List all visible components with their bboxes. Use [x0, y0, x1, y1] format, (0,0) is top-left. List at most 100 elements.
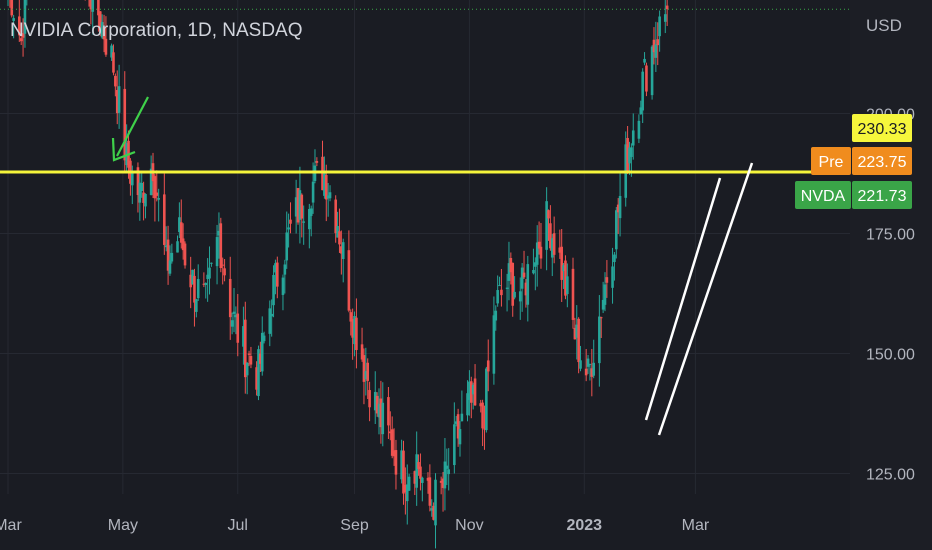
candle-body[interactable] [390, 429, 394, 456]
candle-body[interactable] [362, 355, 366, 382]
candle-body[interactable] [375, 395, 379, 414]
candle-body[interactable] [522, 272, 526, 278]
candle-body[interactable] [123, 88, 127, 161]
candle-body[interactable] [196, 278, 200, 299]
candle-body[interactable] [571, 268, 575, 320]
candle-body[interactable] [243, 319, 247, 378]
candle-body[interactable] [534, 262, 537, 267]
candle-body[interactable] [526, 264, 530, 305]
candle-body[interactable] [102, 26, 106, 40]
candle-body[interactable] [236, 313, 240, 343]
candle-body[interactable] [302, 221, 305, 223]
candle-body[interactable] [323, 171, 326, 196]
candle-body[interactable] [599, 317, 603, 319]
candle-body[interactable] [230, 320, 234, 327]
candle-body[interactable] [155, 192, 159, 196]
last-symbol-tag[interactable] [795, 181, 851, 209]
candle-body[interactable] [413, 471, 417, 484]
candle-body[interactable] [144, 193, 147, 207]
candle-body[interactable] [434, 479, 437, 526]
last-price-tag[interactable] [852, 181, 912, 209]
channel-lower-line[interactable] [657, 162, 754, 436]
candle-body[interactable] [234, 314, 238, 318]
candle-body[interactable] [513, 291, 516, 298]
candle-body[interactable] [566, 276, 569, 295]
candle-body[interactable] [443, 461, 447, 489]
candle-body[interactable] [524, 282, 528, 296]
candle-body[interactable] [166, 239, 170, 271]
candle-body[interactable] [511, 262, 515, 306]
candle-body[interactable] [486, 360, 490, 372]
candle-body[interactable] [373, 391, 377, 411]
candle-body[interactable] [615, 210, 618, 250]
candle-body[interactable] [454, 421, 458, 424]
candle-body[interactable] [287, 227, 290, 230]
candle-body[interactable] [100, 22, 104, 38]
candle-body[interactable] [262, 335, 266, 342]
candle-body[interactable] [138, 182, 142, 203]
candle-body[interactable] [650, 46, 654, 96]
candle-body[interactable] [639, 107, 643, 115]
candle-body[interactable] [308, 209, 311, 230]
candle-body[interactable] [498, 285, 501, 287]
pre-market-price-tag[interactable] [852, 147, 912, 175]
candle-body[interactable] [221, 264, 224, 266]
candle-body[interactable] [91, 0, 95, 12]
candle-body[interactable] [210, 262, 213, 264]
candle-body[interactable] [405, 484, 409, 502]
candle-body[interactable] [115, 90, 119, 114]
candle-body[interactable] [149, 168, 153, 196]
candle-body[interactable] [417, 462, 420, 469]
candle-body[interactable] [259, 353, 262, 364]
candle-body[interactable] [601, 299, 605, 310]
candle-body[interactable] [21, 33, 25, 38]
candle-body[interactable] [496, 290, 499, 304]
candle-body[interactable] [12, 18, 15, 21]
candle-body[interactable] [247, 353, 251, 355]
candle-body[interactable] [257, 349, 260, 397]
candle-body[interactable] [117, 86, 121, 113]
candle-body[interactable] [439, 480, 443, 483]
candle-body[interactable] [426, 477, 430, 481]
candle-body[interactable] [494, 310, 498, 321]
candle-body[interactable] [208, 267, 211, 279]
candle-body[interactable] [460, 413, 464, 422]
candle-body[interactable] [189, 274, 192, 288]
candle-body[interactable] [419, 466, 422, 479]
channel-upper-line[interactable] [644, 177, 722, 421]
candle-body[interactable] [260, 332, 264, 372]
candle-body[interactable] [577, 318, 580, 363]
candle-body[interactable] [217, 230, 221, 236]
candle-body[interactable] [473, 378, 477, 406]
candle-body[interactable] [349, 312, 353, 322]
candle-body[interactable] [658, 16, 661, 37]
candle-body[interactable] [630, 147, 633, 157]
candle-body[interactable] [104, 38, 108, 55]
candle-body[interactable] [598, 316, 601, 364]
candle-body[interactable] [483, 428, 486, 430]
candle-body[interactable] [360, 344, 364, 360]
candle-body[interactable] [195, 299, 198, 312]
candle-body[interactable] [641, 71, 644, 111]
candle-body[interactable] [492, 315, 496, 374]
candle-body[interactable] [164, 245, 168, 248]
candle-body[interactable] [404, 485, 407, 493]
candle-body[interactable] [245, 362, 249, 376]
candle-body[interactable] [545, 201, 548, 250]
candle-body[interactable] [179, 222, 183, 243]
candle-body[interactable] [204, 283, 208, 285]
candle-body[interactable] [402, 450, 405, 494]
candle-body[interactable] [136, 167, 140, 196]
candle-body[interactable] [485, 368, 488, 431]
candle-body[interactable] [170, 252, 174, 262]
candle-body[interactable] [468, 381, 471, 400]
candle-body[interactable] [309, 208, 313, 217]
candle-body[interactable] [140, 182, 144, 191]
candle-body[interactable] [98, 11, 102, 31]
candle-body[interactable] [637, 120, 641, 139]
candle-body[interactable] [520, 267, 524, 289]
candle-body[interactable] [447, 469, 450, 475]
candle-body[interactable] [616, 204, 620, 213]
candle-body[interactable] [509, 258, 513, 273]
candle-body[interactable] [17, 16, 21, 36]
